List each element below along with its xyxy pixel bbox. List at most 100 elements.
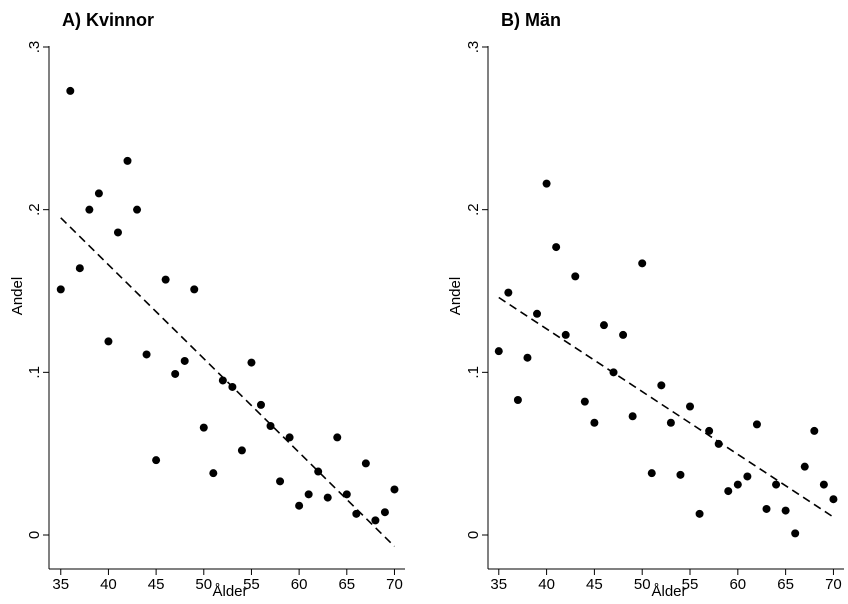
y-tick-label: .2 bbox=[465, 203, 482, 216]
panel-title: A) Kvinnor bbox=[62, 10, 154, 30]
y-tick-label: .3 bbox=[465, 41, 482, 54]
data-point bbox=[609, 368, 618, 377]
data-point bbox=[371, 516, 380, 525]
x-tick-label: 70 bbox=[386, 576, 403, 593]
data-point bbox=[552, 243, 561, 252]
data-point bbox=[218, 376, 227, 385]
x-tick-label: 35 bbox=[52, 576, 69, 593]
data-point bbox=[752, 420, 761, 429]
data-point bbox=[533, 309, 542, 318]
data-point bbox=[781, 506, 790, 515]
data-point bbox=[276, 477, 285, 486]
data-point bbox=[733, 480, 742, 489]
y-axis-title: Andel bbox=[9, 277, 26, 315]
data-point bbox=[743, 472, 752, 481]
data-point bbox=[209, 469, 218, 478]
x-tick-label: 65 bbox=[777, 576, 794, 593]
data-point bbox=[152, 456, 161, 465]
y-tick-label: .2 bbox=[26, 203, 43, 216]
data-point bbox=[829, 495, 838, 504]
x-tick-label: 40 bbox=[538, 576, 555, 593]
data-point bbox=[590, 418, 599, 427]
data-point bbox=[580, 397, 589, 406]
x-tick-label: 55 bbox=[243, 576, 260, 593]
data-point bbox=[113, 228, 122, 237]
x-axis-title: Ålder bbox=[212, 583, 247, 599]
data-point bbox=[85, 205, 94, 214]
data-point bbox=[810, 426, 819, 435]
data-point bbox=[123, 156, 132, 165]
data-point bbox=[256, 400, 265, 409]
data-point bbox=[304, 490, 313, 499]
panel-a-kvinnor: A) Kvinnor Andel Ålder 0 .1 .2 .3 35 40 45 50 55… bbox=[9, 10, 405, 600]
data-point bbox=[628, 412, 637, 421]
data-point bbox=[390, 485, 399, 494]
x-tick-label: 65 bbox=[338, 576, 355, 593]
x-axis-title: Ålder bbox=[651, 583, 686, 599]
data-point bbox=[190, 285, 199, 294]
data-point bbox=[361, 459, 370, 468]
x-tick-label: 50 bbox=[634, 576, 651, 593]
fitted-trend-line bbox=[498, 296, 834, 518]
y-tick-label: 0 bbox=[465, 531, 482, 539]
data-point bbox=[705, 426, 714, 435]
data-point bbox=[56, 285, 65, 294]
data-point bbox=[323, 493, 332, 502]
data-point bbox=[161, 275, 170, 284]
x-tick-label: 70 bbox=[825, 576, 842, 593]
data-point bbox=[523, 353, 532, 362]
data-point bbox=[333, 433, 342, 442]
data-point bbox=[133, 205, 142, 214]
data-point bbox=[380, 508, 389, 517]
data-point bbox=[686, 402, 695, 411]
data-point bbox=[800, 462, 809, 471]
data-point bbox=[199, 423, 208, 432]
data-point bbox=[104, 337, 113, 346]
data-point bbox=[638, 259, 647, 268]
x-tick-label: 55 bbox=[682, 576, 699, 593]
data-point bbox=[561, 330, 570, 339]
x-tick-label: 60 bbox=[729, 576, 746, 593]
panel-title: B) Män bbox=[501, 10, 561, 30]
fitted-trend-line bbox=[60, 217, 396, 547]
data-point bbox=[504, 288, 513, 297]
data-point bbox=[647, 469, 656, 478]
data-point bbox=[285, 433, 294, 442]
x-tick-label: 40 bbox=[100, 576, 117, 593]
data-point bbox=[542, 179, 551, 188]
data-point bbox=[666, 418, 675, 427]
data-point bbox=[676, 470, 685, 479]
data-point bbox=[714, 439, 723, 448]
data-point bbox=[228, 382, 237, 391]
x-tick-label: 35 bbox=[490, 576, 507, 593]
data-point bbox=[266, 422, 275, 431]
x-tick-label: 60 bbox=[291, 576, 308, 593]
data-point bbox=[352, 509, 361, 518]
data-point bbox=[599, 321, 608, 330]
data-point bbox=[66, 86, 75, 95]
y-tick-label: .1 bbox=[465, 366, 482, 379]
data-point bbox=[619, 330, 628, 339]
data-point bbox=[314, 467, 323, 476]
data-point bbox=[791, 529, 800, 538]
data-point bbox=[819, 480, 828, 489]
data-point bbox=[513, 395, 522, 404]
x-tick-label: 50 bbox=[195, 576, 212, 593]
data-point bbox=[342, 490, 351, 499]
y-axis-title: Andel bbox=[447, 277, 464, 315]
data-point bbox=[772, 480, 781, 489]
data-point bbox=[75, 264, 84, 273]
data-point bbox=[171, 369, 180, 378]
data-point bbox=[142, 350, 151, 359]
x-tick-label: 45 bbox=[148, 576, 165, 593]
data-point bbox=[247, 358, 256, 367]
data-point bbox=[295, 501, 304, 510]
x-tick-label: 45 bbox=[586, 576, 603, 593]
data-point bbox=[180, 356, 189, 365]
data-point bbox=[494, 347, 503, 356]
data-point bbox=[571, 272, 580, 281]
data-point bbox=[762, 504, 771, 513]
y-tick-label: .1 bbox=[26, 366, 43, 379]
data-point bbox=[657, 381, 666, 390]
